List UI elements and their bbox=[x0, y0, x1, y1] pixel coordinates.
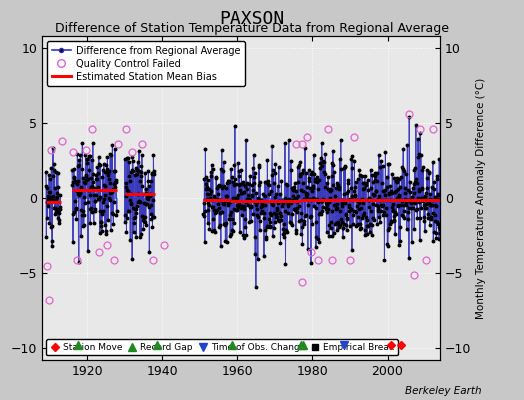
Y-axis label: Monthly Temperature Anomaly Difference (°C): Monthly Temperature Anomaly Difference (… bbox=[476, 77, 486, 319]
Text: Difference of Station Temperature Data from Regional Average: Difference of Station Temperature Data f… bbox=[54, 22, 449, 35]
Legend: Station Move, Record Gap, Time of Obs. Change, Empirical Break: Station Move, Record Gap, Time of Obs. C… bbox=[47, 339, 398, 356]
Text: Berkeley Earth: Berkeley Earth bbox=[406, 386, 482, 396]
Text: PAXSON: PAXSON bbox=[219, 10, 284, 28]
